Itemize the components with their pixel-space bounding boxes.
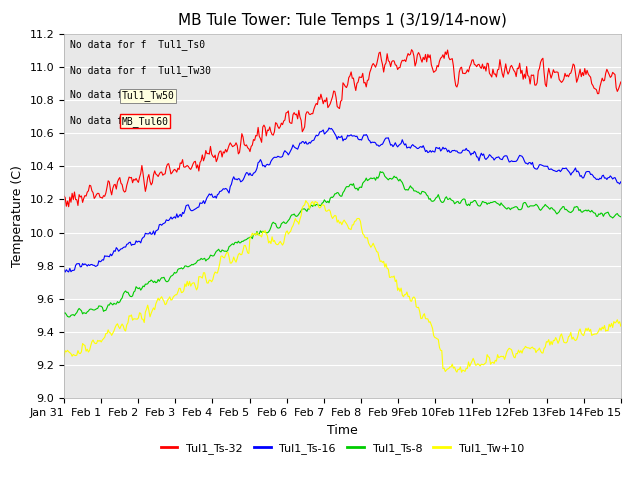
Text: MB_Tul60: MB_Tul60 — [122, 116, 168, 127]
Tul1_Ts-8 — [401, 186, 408, 192]
Tul1_Ts-16 — [234, 176, 242, 181]
Tul1_Tw+10 — [399, 294, 407, 300]
Tul1_Tw+10 — [458, 369, 465, 375]
Tul1_Ts-32 — [399, 58, 407, 64]
Tul1_Ts-16 — [401, 142, 408, 148]
Tul1_Ts-16 — [61, 269, 69, 275]
Tul1_Ts-32 — [65, 204, 72, 210]
Text: No data for f: No data for f — [70, 116, 157, 126]
Tul1_Ts-32 — [472, 62, 479, 68]
Text: No data for f  Tul1_Tw30: No data for f Tul1_Tw30 — [70, 65, 211, 75]
Line: Tul1_Ts-32: Tul1_Ts-32 — [64, 50, 621, 207]
Tul1_Tw+10 — [373, 249, 381, 254]
Tul1_Tw+10 — [302, 198, 310, 204]
Text: No data for f: No data for f — [70, 90, 157, 100]
Tul1_Ts-8 — [376, 169, 384, 175]
Tul1_Ts-32 — [234, 151, 242, 157]
Title: MB Tule Tower: Tule Temps 1 (3/19/14-now): MB Tule Tower: Tule Temps 1 (3/19/14-now… — [178, 13, 507, 28]
Line: Tul1_Tw+10: Tul1_Tw+10 — [64, 201, 621, 372]
Line: Tul1_Ts-8: Tul1_Ts-8 — [64, 172, 621, 317]
Tul1_Tw+10 — [472, 362, 479, 368]
Tul1_Ts-32 — [60, 193, 68, 199]
Tul1_Tw+10 — [568, 336, 576, 342]
Tul1_Ts-8 — [617, 214, 625, 220]
Tul1_Ts-8 — [373, 174, 381, 180]
Tul1_Ts-32 — [296, 114, 304, 120]
Text: No data for f  Tul1_Ts0: No data for f Tul1_Ts0 — [70, 39, 205, 50]
Tul1_Ts-16 — [325, 125, 333, 131]
Line: Tul1_Ts-16: Tul1_Ts-16 — [64, 128, 621, 272]
Tul1_Tw+10 — [295, 221, 303, 227]
Text: Tul1_Tw50: Tul1_Tw50 — [122, 90, 174, 101]
Tul1_Ts-8 — [568, 209, 576, 215]
Tul1_Ts-16 — [617, 179, 625, 185]
Tul1_Ts-8 — [60, 310, 68, 316]
Tul1_Ts-16 — [568, 170, 576, 176]
Tul1_Tw+10 — [234, 255, 241, 261]
Tul1_Tw+10 — [60, 354, 68, 360]
Tul1_Ts-16 — [472, 150, 479, 156]
Legend: Tul1_Ts-32, Tul1_Ts-16, Tul1_Ts-8, Tul1_Tw+10: Tul1_Ts-32, Tul1_Ts-16, Tul1_Ts-8, Tul1_… — [156, 439, 529, 458]
Tul1_Ts-32 — [568, 66, 576, 72]
Tul1_Ts-16 — [374, 142, 381, 148]
Tul1_Ts-8 — [472, 198, 479, 204]
Tul1_Ts-8 — [65, 314, 72, 320]
Tul1_Ts-32 — [408, 47, 415, 53]
Tul1_Ts-8 — [296, 210, 304, 216]
Tul1_Ts-16 — [60, 267, 68, 273]
X-axis label: Time: Time — [327, 424, 358, 437]
Y-axis label: Temperature (C): Temperature (C) — [11, 165, 24, 267]
Tul1_Ts-8 — [234, 239, 242, 244]
Tul1_Ts-16 — [296, 140, 304, 146]
Tul1_Ts-32 — [617, 79, 625, 85]
Tul1_Tw+10 — [617, 323, 625, 329]
Tul1_Ts-32 — [373, 61, 381, 67]
